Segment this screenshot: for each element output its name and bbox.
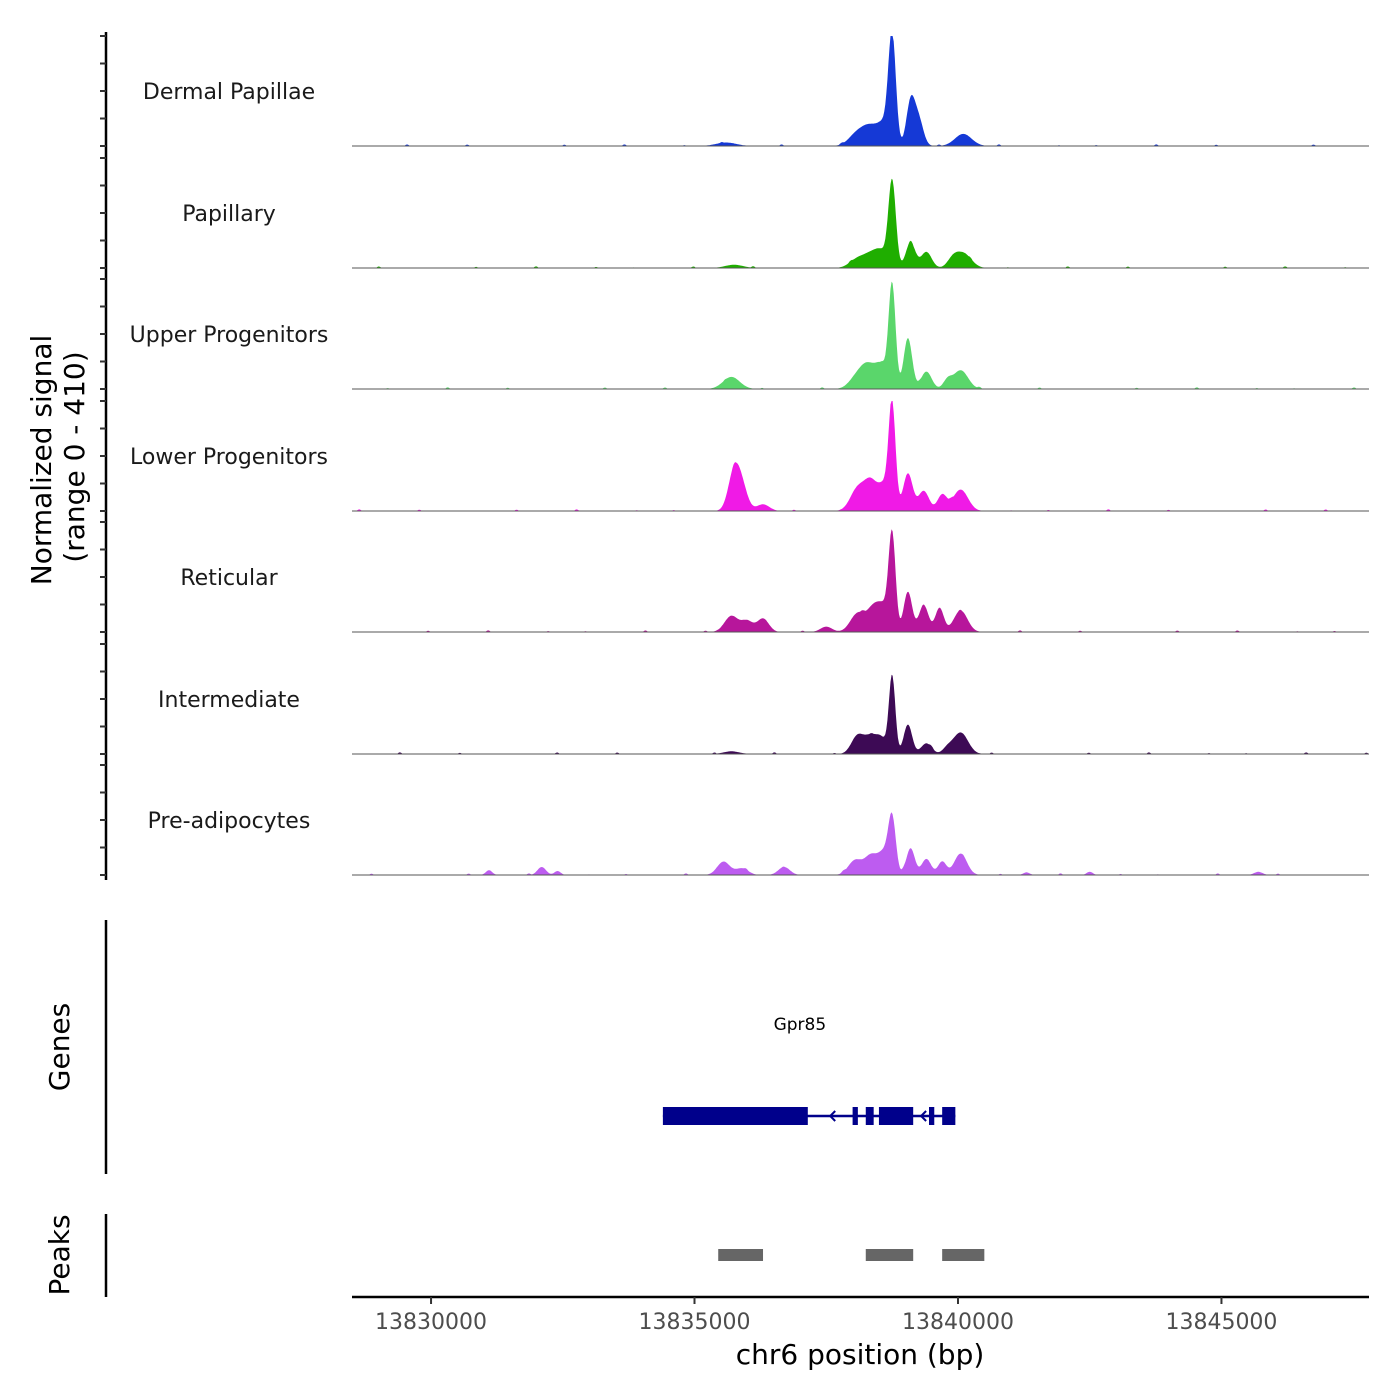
gene-exon	[929, 1107, 935, 1125]
track-dermal-papillae: Dermal Papillae	[143, 36, 1369, 147]
coverage-ylabel-line1: Normalized signal	[25, 335, 58, 586]
gene-strand-arrow	[919, 1110, 927, 1122]
track-label-reticular: Reticular	[180, 566, 278, 591]
track-label-dermal-papillae: Dermal Papillae	[143, 80, 315, 105]
track-label-upper-progenitors: Upper Progenitors	[130, 323, 329, 348]
coverage-area-papillary	[352, 178, 1369, 268]
coverage-yaxis: Normalized signal (range 0 - 410)	[25, 32, 108, 880]
x-ticks: 13830000 13835000 13840000 13845000	[375, 1297, 1277, 1335]
track-label-lower-progenitors: Lower Progenitors	[130, 445, 328, 470]
coverage-area-lower-progenitors	[352, 401, 1369, 511]
track-intermediate: Intermediate	[158, 674, 1369, 755]
genes-title: Genes	[43, 1003, 76, 1091]
peak-region	[865, 1249, 914, 1261]
coverage-area-intermediate	[352, 674, 1369, 754]
peak-region	[942, 1249, 985, 1261]
coverage-area-dermal-papillae	[352, 36, 1369, 146]
gene-strand-arrow	[828, 1110, 836, 1122]
gene-exon	[662, 1107, 808, 1125]
peaks-title: Peaks	[43, 1214, 76, 1295]
track-lower-progenitors: Lower Progenitors	[130, 401, 1369, 512]
track-label-papillary: Papillary	[182, 202, 276, 227]
track-label-pre-adipocytes: Pre-adipocytes	[148, 809, 311, 834]
track-pre-adipocytes: Pre-adipocytes	[148, 809, 1369, 876]
x-tick-label: 13835000	[639, 1310, 751, 1335]
x-tick-label: 13845000	[1165, 1310, 1277, 1335]
track-label-intermediate: Intermediate	[158, 688, 300, 713]
coverage-area-upper-progenitors	[352, 281, 1369, 389]
x-tick-label: 13830000	[375, 1310, 487, 1335]
track-papillary: Papillary	[182, 178, 1369, 269]
x-tick-label: 13840000	[902, 1310, 1014, 1335]
x-axis-title: chr6 position (bp)	[736, 1338, 985, 1371]
gene-exon	[865, 1107, 874, 1125]
track-upper-progenitors: Upper Progenitors	[130, 281, 1369, 390]
gene-model-gpr85	[662, 1107, 956, 1125]
coverage-area-reticular	[352, 529, 1369, 632]
x-axis: 13830000 13835000 13840000 13845000 chr6 po…	[352, 1295, 1369, 1371]
coverage-yticks	[100, 35, 106, 876]
gene-exon	[942, 1107, 956, 1125]
track-reticular: Reticular	[180, 529, 1369, 633]
gene-label-gpr85: Gpr85	[774, 1015, 827, 1035]
coverage-tracks: Dermal Papillae Papillary Upper Progenit…	[130, 36, 1369, 876]
peaks-panel: Peaks	[43, 1214, 985, 1297]
peak-region	[718, 1249, 764, 1261]
genes-panel: Genes Gpr85	[43, 920, 956, 1174]
coverage-ylabel-line2: (range 0 - 410)	[58, 351, 91, 562]
peak-regions	[718, 1249, 985, 1261]
gene-exon	[878, 1107, 914, 1125]
gene-exon	[852, 1107, 858, 1125]
coverage-area-pre-adipocytes	[352, 812, 1369, 875]
